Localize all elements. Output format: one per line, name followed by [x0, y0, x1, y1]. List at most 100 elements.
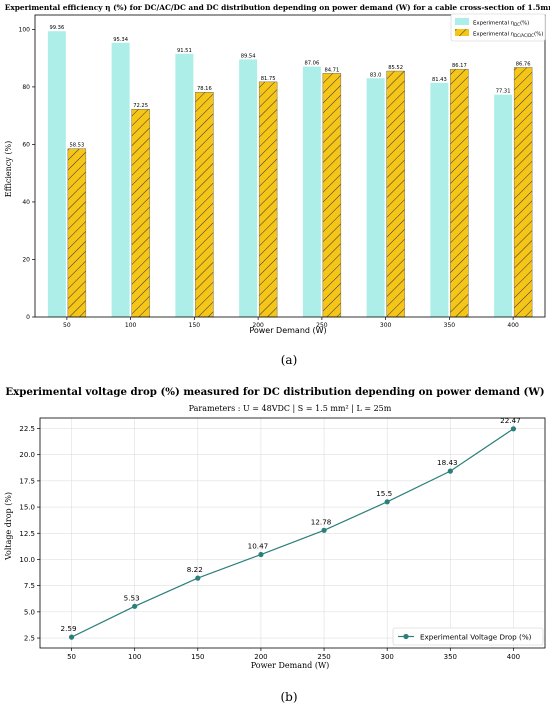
voltage-drop-value-label: 5.53 — [124, 593, 140, 602]
efficiency-x-axis-label: Power Demand (W) — [249, 326, 326, 335]
y-tick-label: 17.5 — [19, 477, 35, 485]
x-tick-label: 150 — [189, 322, 201, 329]
y-tick-label: 15.0 — [19, 504, 35, 512]
x-tick-label: 200 — [252, 322, 264, 329]
voltage-drop-axes: 2.5 5.0 7.5 10.0 12.5 15.0 17.5 20.0 22.5 50 100 15… — [19, 417, 546, 661]
value-label-dc: 77.31 — [496, 89, 511, 95]
y-tick-label: 2.5 — [24, 635, 35, 643]
value-label-dcacdc: 78.16 — [197, 86, 212, 92]
voltage-drop-line — [71, 428, 514, 638]
x-tick-label: 350 — [444, 653, 457, 661]
voltage-drop-point — [384, 499, 390, 505]
value-label-dcacdc: 81.75 — [261, 76, 276, 82]
bar-dc — [366, 78, 385, 318]
x-tick-label: 300 — [381, 653, 394, 661]
efficiency-chart-title: Experimental efficiency η (%) for DC/AC/… — [5, 3, 550, 12]
voltage-drop-point — [132, 603, 138, 609]
bar-dcacdc — [195, 91, 214, 318]
y-tick-label: 40 — [22, 199, 30, 206]
voltage-drop-value-label: 2.59 — [61, 624, 77, 633]
voltage-drop-chart-subtitle: Parameters : U = 48VDC | S = 1.5 mm² | L… — [189, 404, 392, 413]
voltage-drop-x-axis-label: Power Demand (W) — [251, 661, 330, 670]
efficiency-bars — [47, 31, 533, 318]
legend-swatch-dcacdc — [455, 29, 469, 36]
value-label-dc: 83.0 — [370, 72, 382, 78]
legend-label-dcacdc: Experimental ηDC/AC/DC(%) — [473, 32, 543, 39]
bar-dcacdc — [258, 81, 278, 318]
x-tick-label: 150 — [191, 653, 204, 661]
voltage-drop-value-label: 12.78 — [311, 517, 332, 526]
voltage-drop-point — [321, 527, 327, 533]
y-tick-label: 7.5 — [24, 582, 35, 590]
voltage-drop-plot-frame — [39, 417, 546, 649]
bar-dc — [47, 31, 66, 318]
value-label-dc: 89.54 — [241, 53, 257, 59]
legend-frame — [450, 13, 546, 42]
value-label-dc: 81.43 — [432, 77, 447, 83]
bar-dcacdc — [131, 108, 150, 318]
voltage-drop-y-axis-label: Voltage drop (%) — [4, 492, 13, 561]
voltage-drop-gridlines — [40, 418, 545, 648]
y-tick-label: 0 — [26, 314, 30, 321]
voltage-drop-value-label: 18.43 — [437, 458, 458, 467]
y-tick-label: 12.5 — [19, 530, 35, 538]
bar-dc — [302, 66, 321, 318]
y-tick-label: 80 — [22, 84, 30, 91]
voltage-drop-chart-title: Experimental voltage drop (%) measured f… — [5, 386, 544, 398]
bar-dcacdc — [513, 67, 533, 318]
bar-dcacdc — [322, 73, 342, 318]
value-label-dcacdc: 86.76 — [516, 61, 531, 67]
voltage-drop-value-label: 15.5 — [376, 489, 392, 498]
y-tick-label: 100 — [19, 26, 31, 33]
x-tick-label: 250 — [316, 322, 328, 329]
x-tick-label: 100 — [125, 322, 137, 329]
efficiency-value-labels: 99.36 58.53 95.34 72.25 91.51 78.16 89.54 81.75… — [49, 25, 530, 148]
voltage-drop-point — [258, 551, 264, 558]
x-tick-label: 50 — [63, 322, 71, 329]
legend-label-dc: Experimental ηDC(%) — [473, 21, 529, 28]
x-tick-label: 400 — [507, 322, 519, 329]
x-tick-label: 100 — [128, 653, 141, 661]
caption-b: (b) — [280, 690, 297, 704]
voltage-drop-point — [195, 575, 201, 581]
bar-dc — [239, 59, 258, 317]
value-label-dc: 99.36 — [49, 25, 64, 31]
caption-a: (a) — [281, 353, 298, 367]
value-label-dcacdc: 85.52 — [388, 65, 403, 71]
voltage-drop-legend: Experimental Voltage Drop (%) — [392, 627, 544, 646]
value-label-dcacdc: 58.53 — [69, 143, 84, 149]
x-tick-label: 400 — [507, 653, 520, 661]
value-label-dc: 91.51 — [177, 48, 192, 54]
efficiency-legend: Experimental ηDC(%) Experimental ηDC/AC/… — [450, 13, 546, 42]
value-label-dcacdc: 84.71 — [324, 67, 339, 73]
y-tick-label: 60 — [22, 141, 30, 148]
voltage-drop-value-label: 22.47 — [500, 416, 521, 425]
legend-frame — [392, 627, 544, 646]
voltage-drop-chart: Experimental voltage drop (%) measured f… — [4, 386, 546, 670]
x-tick-label: 50 — [67, 653, 76, 661]
bar-dc — [111, 42, 130, 318]
voltage-drop-point — [510, 426, 517, 432]
bar-dc — [494, 94, 513, 317]
bar-dcacdc — [67, 148, 87, 318]
efficiency-axes: 0 20 40 60 80 100 50 100 150 200 250 300 350 400 — [19, 14, 546, 329]
bar-dcacdc — [386, 70, 405, 318]
x-tick-label: 250 — [317, 653, 330, 661]
value-label-dcacdc: 86.17 — [452, 63, 467, 69]
efficiency-chart: Experimental efficiency η (%) for DC/AC/… — [4, 3, 550, 335]
bar-dc — [430, 82, 449, 317]
voltage-drop-value-labels: 2.59 5.53 8.22 10.47 12.78 15.5 18.43 22.47 — [61, 416, 521, 633]
x-tick-label: 200 — [254, 653, 267, 661]
efficiency-y-axis-label: Efficiency (%) — [4, 141, 13, 197]
voltage-drop-series — [68, 426, 517, 640]
x-tick-label: 300 — [380, 322, 392, 329]
voltage-drop-point — [447, 468, 453, 474]
value-label-dc: 95.34 — [113, 37, 129, 43]
y-tick-label: 20.0 — [19, 451, 35, 459]
legend-label-voltage-drop: Experimental Voltage Drop (%) — [420, 633, 532, 642]
y-tick-label: 20 — [22, 256, 30, 263]
efficiency-plot-frame — [34, 14, 546, 318]
bar-dc — [175, 53, 194, 318]
x-tick-label: 350 — [444, 322, 456, 329]
bar-dcacdc — [450, 68, 469, 318]
